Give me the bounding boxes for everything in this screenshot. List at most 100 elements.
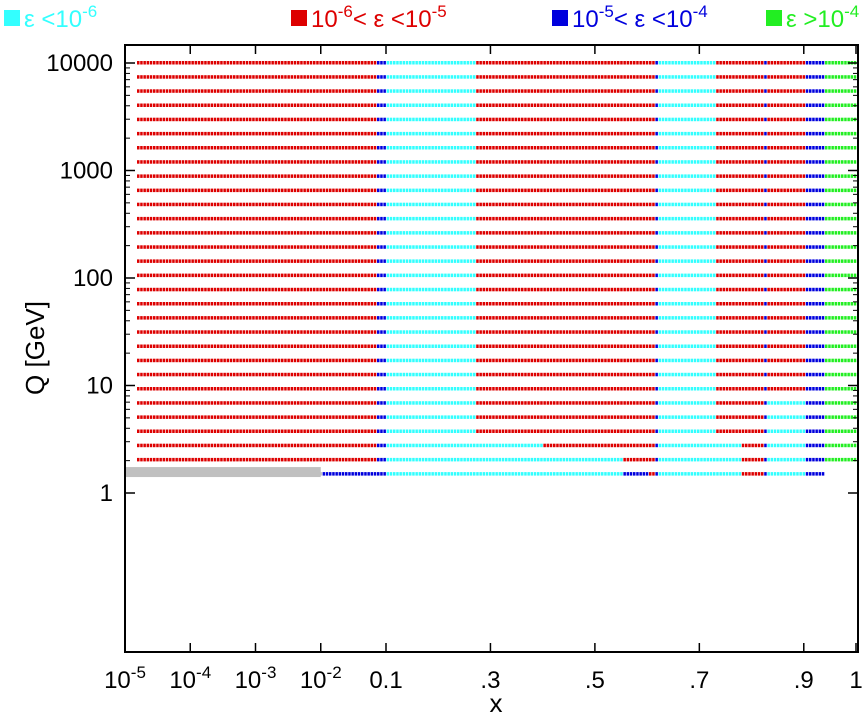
heatmap-cell — [613, 117, 617, 122]
heatmap-cell — [649, 287, 652, 292]
heatmap-cell — [367, 117, 370, 122]
heatmap-cell — [537, 61, 540, 65]
heatmap-cell — [613, 188, 617, 193]
heatmap-cell — [591, 287, 594, 292]
heatmap-cell — [498, 61, 502, 65]
heatmap-cell — [738, 358, 742, 363]
heatmap-cell — [153, 231, 156, 235]
heatmap-cell — [809, 358, 812, 363]
heatmap-cell — [233, 330, 236, 334]
heatmap-cell — [412, 89, 415, 93]
heatmap-cell — [591, 146, 594, 150]
heatmap-cell — [831, 358, 834, 363]
heatmap-cell — [137, 174, 140, 178]
heatmap-cell — [738, 216, 742, 221]
heatmap-cell — [674, 330, 678, 334]
heatmap-cell — [444, 330, 447, 334]
heatmap-cell — [700, 358, 703, 363]
heatmap-cell — [693, 188, 697, 193]
heatmap-cell — [645, 146, 649, 150]
heatmap-cell — [409, 259, 412, 263]
heatmap-cell — [537, 160, 540, 164]
heatmap-cell — [777, 330, 780, 334]
heatmap-cell — [668, 89, 671, 93]
heatmap-cell — [751, 344, 754, 348]
heatmap-cell — [373, 287, 377, 292]
heatmap-cell — [562, 75, 566, 79]
heatmap-cell — [786, 202, 790, 207]
heatmap-cell — [809, 174, 812, 178]
heatmap-cell — [178, 103, 182, 107]
heatmap-cell — [485, 259, 489, 263]
heatmap-cell — [271, 231, 274, 235]
heatmap-cell — [325, 216, 329, 221]
heatmap-cell — [255, 75, 258, 79]
heatmap-cell — [271, 358, 274, 363]
heatmap-cell — [524, 103, 527, 107]
heatmap-cell — [645, 89, 649, 93]
heatmap-cell — [281, 245, 284, 249]
heatmap-cell — [313, 330, 316, 334]
heatmap-cell — [674, 103, 678, 107]
heatmap-cell — [834, 316, 838, 320]
heatmap-cell — [137, 89, 140, 93]
heatmap-cell — [143, 273, 146, 278]
heatmap-cell — [325, 273, 329, 278]
heatmap-cell — [277, 89, 281, 93]
heatmap-cell — [761, 302, 764, 306]
heatmap-cell — [514, 273, 518, 278]
heatmap-cell — [841, 358, 844, 363]
heatmap-cell — [677, 344, 681, 348]
heatmap-cell — [402, 174, 406, 178]
heatmap-cell — [649, 358, 652, 363]
heatmap-cell — [703, 344, 706, 348]
heatmap-cell — [466, 231, 470, 235]
heatmap-cell — [178, 259, 182, 263]
heatmap-cell — [197, 131, 201, 136]
heatmap-cell — [652, 160, 655, 164]
heatmap-cell — [181, 216, 185, 221]
heatmap-cell — [217, 316, 220, 320]
heatmap-cell — [716, 75, 719, 79]
heatmap-cell — [709, 75, 713, 79]
heatmap-cell — [732, 103, 735, 107]
heatmap-cell — [293, 358, 297, 363]
heatmap-cell — [815, 160, 818, 164]
heatmap-cell — [393, 316, 396, 320]
heatmap-cell — [402, 188, 406, 193]
heatmap-cell — [274, 117, 278, 122]
heatmap-cell — [245, 188, 249, 193]
heatmap-cell — [844, 273, 847, 278]
heatmap-cell — [671, 75, 674, 79]
heatmap-cell — [351, 75, 354, 79]
heatmap-cell — [482, 89, 486, 93]
heatmap-cell — [361, 344, 364, 348]
heatmap-cell — [351, 174, 354, 178]
heatmap-cell — [492, 287, 495, 292]
heatmap-cell — [716, 103, 719, 107]
heatmap-cell — [629, 131, 633, 136]
heatmap-cell — [476, 358, 479, 363]
heatmap-cell — [834, 259, 838, 263]
heatmap-cell — [697, 231, 700, 235]
heatmap-cell — [553, 259, 556, 263]
heatmap-cell — [210, 174, 214, 178]
heatmap-cell — [495, 131, 498, 136]
heatmap-cell — [799, 330, 802, 334]
heatmap-cell — [505, 259, 508, 263]
heatmap-cell — [540, 302, 543, 306]
heatmap-cell — [546, 174, 550, 178]
heatmap-cell — [482, 302, 486, 306]
heatmap-cell — [661, 316, 665, 320]
heatmap-cell — [361, 330, 364, 334]
heatmap-cell — [713, 103, 716, 107]
heatmap-cell — [687, 117, 690, 122]
heatmap-cell — [402, 131, 406, 136]
heatmap-cell — [258, 287, 262, 292]
heatmap-cell — [425, 202, 428, 207]
heatmap-cell — [165, 146, 169, 150]
heatmap-cell — [341, 259, 345, 263]
heatmap-cell — [812, 188, 815, 193]
heatmap-cell — [338, 330, 342, 334]
heatmap-cell — [319, 316, 322, 320]
